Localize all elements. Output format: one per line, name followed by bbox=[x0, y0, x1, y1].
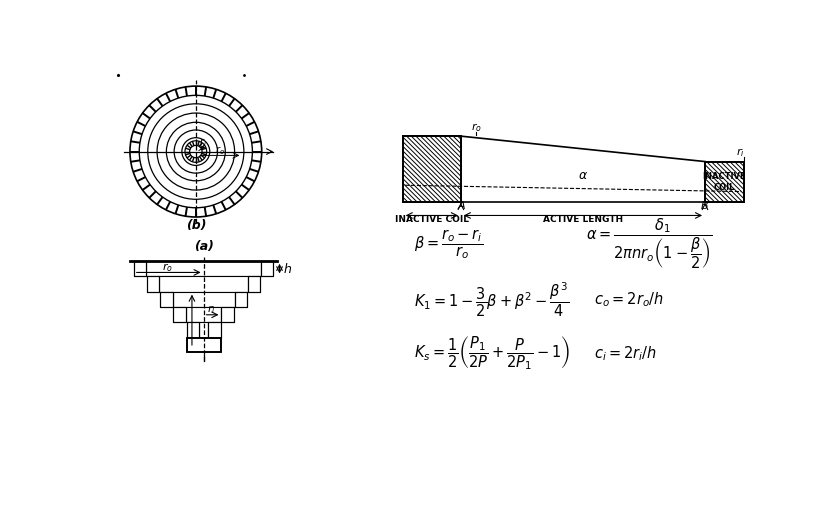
Bar bbox=[221, 307, 234, 322]
Bar bbox=[159, 276, 248, 292]
Bar bbox=[185, 307, 221, 322]
Bar bbox=[147, 276, 159, 292]
Bar bbox=[186, 322, 199, 338]
Text: $r_o$: $r_o$ bbox=[471, 121, 482, 134]
Text: $c_o = 2r_o/h$: $c_o = 2r_o/h$ bbox=[595, 290, 664, 309]
Text: $\alpha = \dfrac{\delta_1}{2\pi n r_o \left(1 - \dfrac{\beta}{2}\right)}$: $\alpha = \dfrac{\delta_1}{2\pi n r_o \l… bbox=[586, 216, 713, 271]
Text: $r_i$: $r_i$ bbox=[199, 136, 207, 149]
Text: $r_i$: $r_i$ bbox=[736, 146, 744, 159]
Bar bbox=[248, 276, 261, 292]
Text: $\alpha$: $\alpha$ bbox=[578, 169, 588, 182]
Bar bbox=[261, 261, 273, 276]
Bar bbox=[705, 162, 744, 202]
Bar bbox=[134, 261, 146, 276]
Text: INACTIVE COIL: INACTIVE COIL bbox=[395, 215, 468, 224]
Bar bbox=[199, 322, 208, 338]
Bar bbox=[160, 292, 173, 307]
Bar bbox=[208, 322, 220, 338]
Bar bbox=[248, 276, 261, 292]
Text: $c_i = 2r_i/h$: $c_i = 2r_i/h$ bbox=[595, 344, 657, 363]
Text: $B$: $B$ bbox=[700, 200, 709, 211]
Text: $A$: $A$ bbox=[457, 200, 467, 211]
Bar bbox=[402, 136, 461, 202]
Bar bbox=[186, 338, 220, 352]
Bar bbox=[186, 322, 199, 338]
Circle shape bbox=[190, 145, 202, 158]
Circle shape bbox=[130, 86, 261, 217]
Text: $r_i$: $r_i$ bbox=[206, 303, 215, 316]
Bar bbox=[235, 292, 247, 307]
Text: $r_o$: $r_o$ bbox=[215, 144, 225, 157]
Bar bbox=[146, 261, 261, 276]
Bar bbox=[173, 292, 235, 307]
Text: $K_s = \dfrac{1}{2}\left(\dfrac{P_1}{2P} + \dfrac{P}{2P_1} - 1\right)$: $K_s = \dfrac{1}{2}\left(\dfrac{P_1}{2P}… bbox=[414, 334, 570, 372]
Text: (b): (b) bbox=[185, 219, 206, 233]
Bar bbox=[261, 261, 273, 276]
Bar bbox=[147, 276, 159, 292]
Bar bbox=[208, 322, 220, 338]
Bar bbox=[174, 307, 185, 322]
Circle shape bbox=[139, 96, 252, 208]
Bar bbox=[186, 338, 220, 352]
Bar bbox=[402, 136, 461, 202]
Text: INACTIVE
COIL: INACTIVE COIL bbox=[702, 172, 746, 192]
Bar bbox=[235, 292, 247, 307]
Text: (a): (a) bbox=[194, 240, 214, 253]
Polygon shape bbox=[461, 136, 705, 202]
Bar bbox=[134, 261, 146, 276]
Bar bbox=[174, 307, 185, 322]
Text: $K_1 = 1 - \dfrac{3}{2}\beta + \beta^2 - \dfrac{\beta^3}{4}$: $K_1 = 1 - \dfrac{3}{2}\beta + \beta^2 -… bbox=[414, 280, 569, 319]
Bar bbox=[160, 292, 173, 307]
Text: $r_o$: $r_o$ bbox=[162, 261, 173, 274]
Bar bbox=[221, 307, 234, 322]
Circle shape bbox=[185, 141, 207, 162]
Text: $\beta = \dfrac{r_o - r_i}{r_o}$: $\beta = \dfrac{r_o - r_i}{r_o}$ bbox=[414, 227, 483, 261]
Text: $h$: $h$ bbox=[282, 261, 291, 276]
Bar bbox=[705, 162, 744, 202]
Text: ACTIVE LENGTH: ACTIVE LENGTH bbox=[543, 215, 623, 224]
